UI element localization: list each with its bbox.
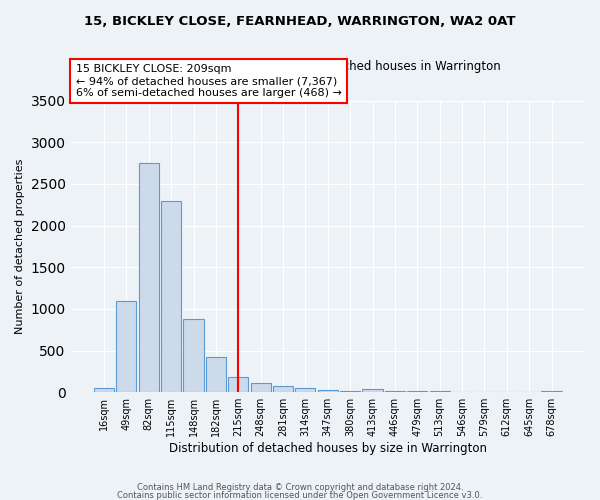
Bar [362,390,383,392]
Bar [206,357,226,392]
Bar [228,377,248,392]
Bar [273,386,293,392]
Y-axis label: Number of detached properties: Number of detached properties [15,158,25,334]
Text: 15 BICKLEY CLOSE: 209sqm
← 94% of detached houses are smaller (7,367)
6% of semi: 15 BICKLEY CLOSE: 209sqm ← 94% of detach… [76,64,341,98]
Bar [139,163,159,392]
Bar [116,300,136,392]
Text: Contains HM Land Registry data © Crown copyright and database right 2024.: Contains HM Land Registry data © Crown c… [137,484,463,492]
Bar [251,383,271,392]
Text: Contains public sector information licensed under the Open Government Licence v3: Contains public sector information licen… [118,490,482,500]
X-axis label: Distribution of detached houses by size in Warrington: Distribution of detached houses by size … [169,442,487,455]
Bar [184,319,203,392]
Title: Size of property relative to detached houses in Warrington: Size of property relative to detached ho… [154,60,501,73]
Bar [94,388,114,392]
Bar [161,200,181,392]
Bar [340,391,360,392]
Bar [318,390,338,392]
Bar [295,388,316,392]
Bar [541,390,562,392]
Text: 15, BICKLEY CLOSE, FEARNHEAD, WARRINGTON, WA2 0AT: 15, BICKLEY CLOSE, FEARNHEAD, WARRINGTON… [84,15,516,28]
